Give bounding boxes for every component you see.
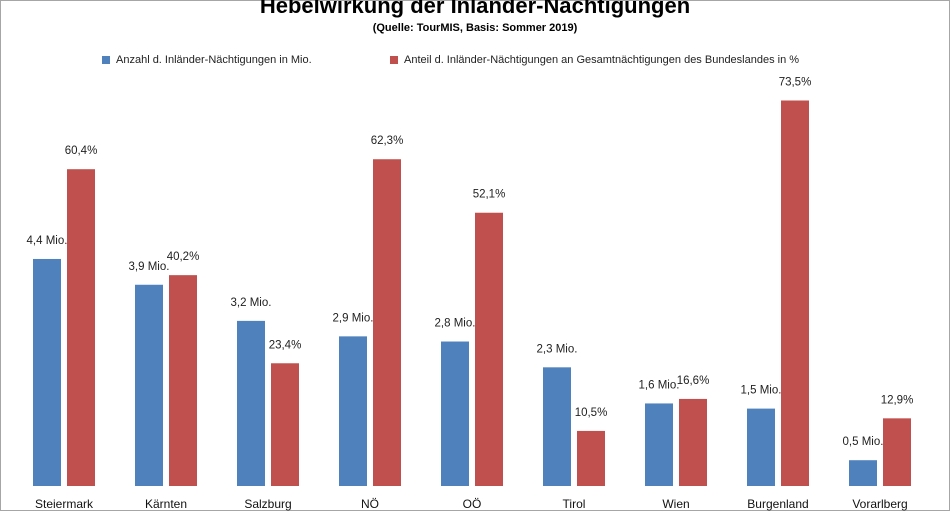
data-label-share-3: 62,3%	[371, 135, 404, 147]
bar-count-0	[33, 258, 61, 486]
bar-share-3	[373, 159, 401, 486]
category-label-6: Wien	[662, 497, 689, 511]
data-label-count-3: 2,9 Mio.	[333, 312, 374, 324]
data-label-share-0: 60,4%	[65, 145, 98, 157]
bar-count-8	[849, 460, 877, 486]
category-label-3: NÖ	[361, 497, 379, 511]
legend-item-share: Anteil d. Inländer-Nächtigungen an Gesam…	[390, 54, 799, 66]
category-label-1: Kärnten	[145, 497, 187, 511]
data-label-count-5: 2,3 Mio.	[537, 343, 578, 355]
bar-share-8	[883, 418, 911, 486]
bar-share-2	[271, 363, 299, 486]
bar-count-2	[237, 320, 265, 486]
data-label-count-6: 1,6 Mio.	[639, 379, 680, 391]
data-label-count-4: 2,8 Mio.	[435, 318, 476, 330]
category-label-0: Steiermark	[35, 497, 94, 511]
chart-subtitle: (Quelle: TourMIS, Basis: Sommer 2019)	[372, 22, 578, 34]
category-label-7: Burgenland	[747, 497, 808, 511]
data-label-count-1: 3,9 Mio.	[129, 261, 170, 273]
legend-item-count: Anzahl d. Inländer-Nächtigungen in Mio.	[102, 54, 312, 66]
category-label-4: OÖ	[463, 497, 482, 511]
data-label-share-1: 40,2%	[167, 251, 200, 263]
bar-count-5	[543, 367, 571, 486]
bar-share-6	[679, 398, 707, 486]
chart-title: Hebelwirkung der Inländer-Nächtigungen	[259, 0, 691, 18]
category-label-8: Vorarlberg	[852, 497, 907, 511]
bar-count-6	[645, 403, 673, 486]
bar-count-7	[747, 408, 775, 486]
bar-count-3	[339, 336, 367, 486]
category-label-5: Tirol	[563, 497, 586, 511]
data-label-count-7: 1,5 Mio.	[741, 385, 782, 397]
bar-share-7	[781, 100, 809, 487]
data-label-share-6: 16,6%	[677, 375, 710, 387]
bar-count-1	[135, 284, 163, 486]
legend-swatch-share	[390, 56, 398, 64]
legend-label-share: Anteil d. Inländer-Nächtigungen an Gesam…	[404, 54, 800, 66]
data-label-count-8: 0,5 Mio.	[843, 436, 884, 448]
data-label-share-8: 12,9%	[881, 394, 914, 406]
bar-count-4	[441, 341, 469, 486]
legend-label-count: Anzahl d. Inländer-Nächtigungen in Mio.	[116, 54, 312, 66]
legend-swatch-count	[102, 56, 110, 64]
data-label-count-0: 4,4 Mio.	[27, 235, 68, 247]
bar-share-5	[577, 430, 605, 486]
legend: Anzahl d. Inländer-Nächtigungen in Mio. …	[0, 54, 950, 70]
category-label-2: Salzburg	[244, 497, 291, 511]
data-label-share-7: 73,5%	[779, 76, 812, 88]
data-label-count-2: 3,2 Mio.	[231, 297, 272, 309]
data-label-share-4: 52,1%	[473, 189, 506, 201]
bar-share-4	[475, 212, 503, 486]
bar-share-1	[169, 275, 197, 486]
data-label-share-5: 10,5%	[575, 407, 608, 419]
bar-share-0	[67, 169, 95, 486]
data-label-share-2: 23,4%	[269, 339, 302, 351]
